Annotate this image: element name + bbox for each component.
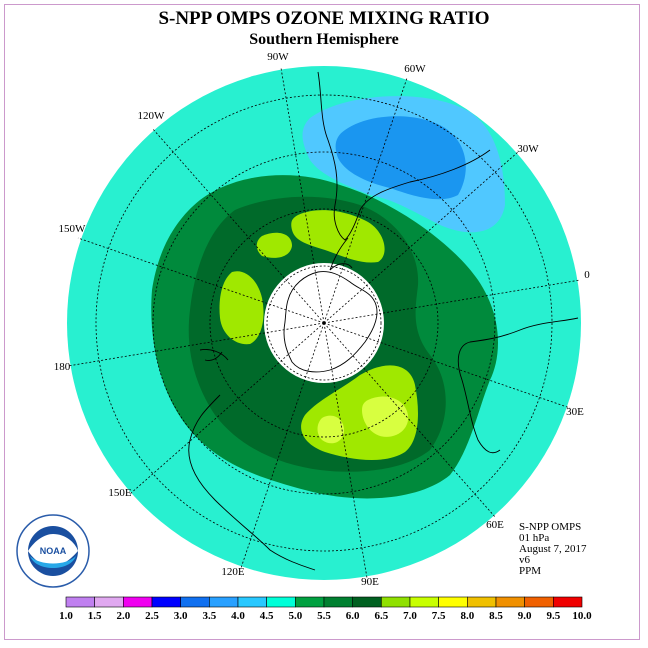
lon-label-30e: 30E [566, 406, 584, 418]
lon-label-120e: 120E [221, 566, 245, 578]
ozone-high-region-north [291, 210, 385, 263]
lon-label-30w: 30W [517, 143, 539, 155]
noaa-logo: NOAA [16, 514, 90, 588]
map-title: S-NPP OMPS OZONE MIXING RATIO [158, 8, 490, 29]
coastline-south-america [317, 71, 491, 241]
graticule [67, 67, 581, 579]
lon-label-180: 180 [54, 361, 71, 373]
lon-label-60e: 60E [486, 519, 504, 531]
coastline-australia [188, 394, 316, 571]
lon-label-60w: 60W [404, 63, 426, 75]
info-date: August 7, 2017 [519, 543, 587, 555]
longitude-labels: 90W 60W 30W 0 30E 60E 90E 120E 150E 180 … [54, 51, 591, 588]
lon-label-90e: 90E [361, 576, 379, 588]
info-block: S-NPP OMPS 01 hPa August 7, 2017 v6 PPM [519, 522, 587, 577]
lon-label-90w: 90W [267, 51, 289, 63]
figure-frame [4, 4, 640, 640]
lon-label-120w: 120W [138, 110, 166, 122]
ozone-peak-region-1 [362, 396, 409, 437]
info-instrument: S-NPP OMPS [519, 521, 582, 533]
coastline-africa [457, 317, 579, 454]
info-version: v6 [519, 554, 530, 566]
ozone-peak-region-2 [317, 415, 345, 444]
ozone-lowest-region [335, 116, 466, 200]
map-subtitle: Southern Hemisphere [249, 31, 399, 48]
lon-label-150w: 150W [59, 223, 87, 235]
lon-label-0: 0 [584, 269, 590, 281]
info-units: PPM [519, 565, 542, 577]
coastline-new-zealand [199, 349, 229, 361]
ozone-high-region-west-1 [256, 232, 292, 258]
coastline-antarctica [283, 263, 378, 373]
coastlines [188, 71, 579, 571]
lon-label-150e: 150E [108, 487, 132, 499]
ozone-high-region-west-2 [219, 271, 264, 345]
coastline-peninsula [329, 237, 349, 271]
info-level: 01 hPa [519, 532, 550, 544]
noaa-logo-text: NOAA [40, 546, 67, 556]
